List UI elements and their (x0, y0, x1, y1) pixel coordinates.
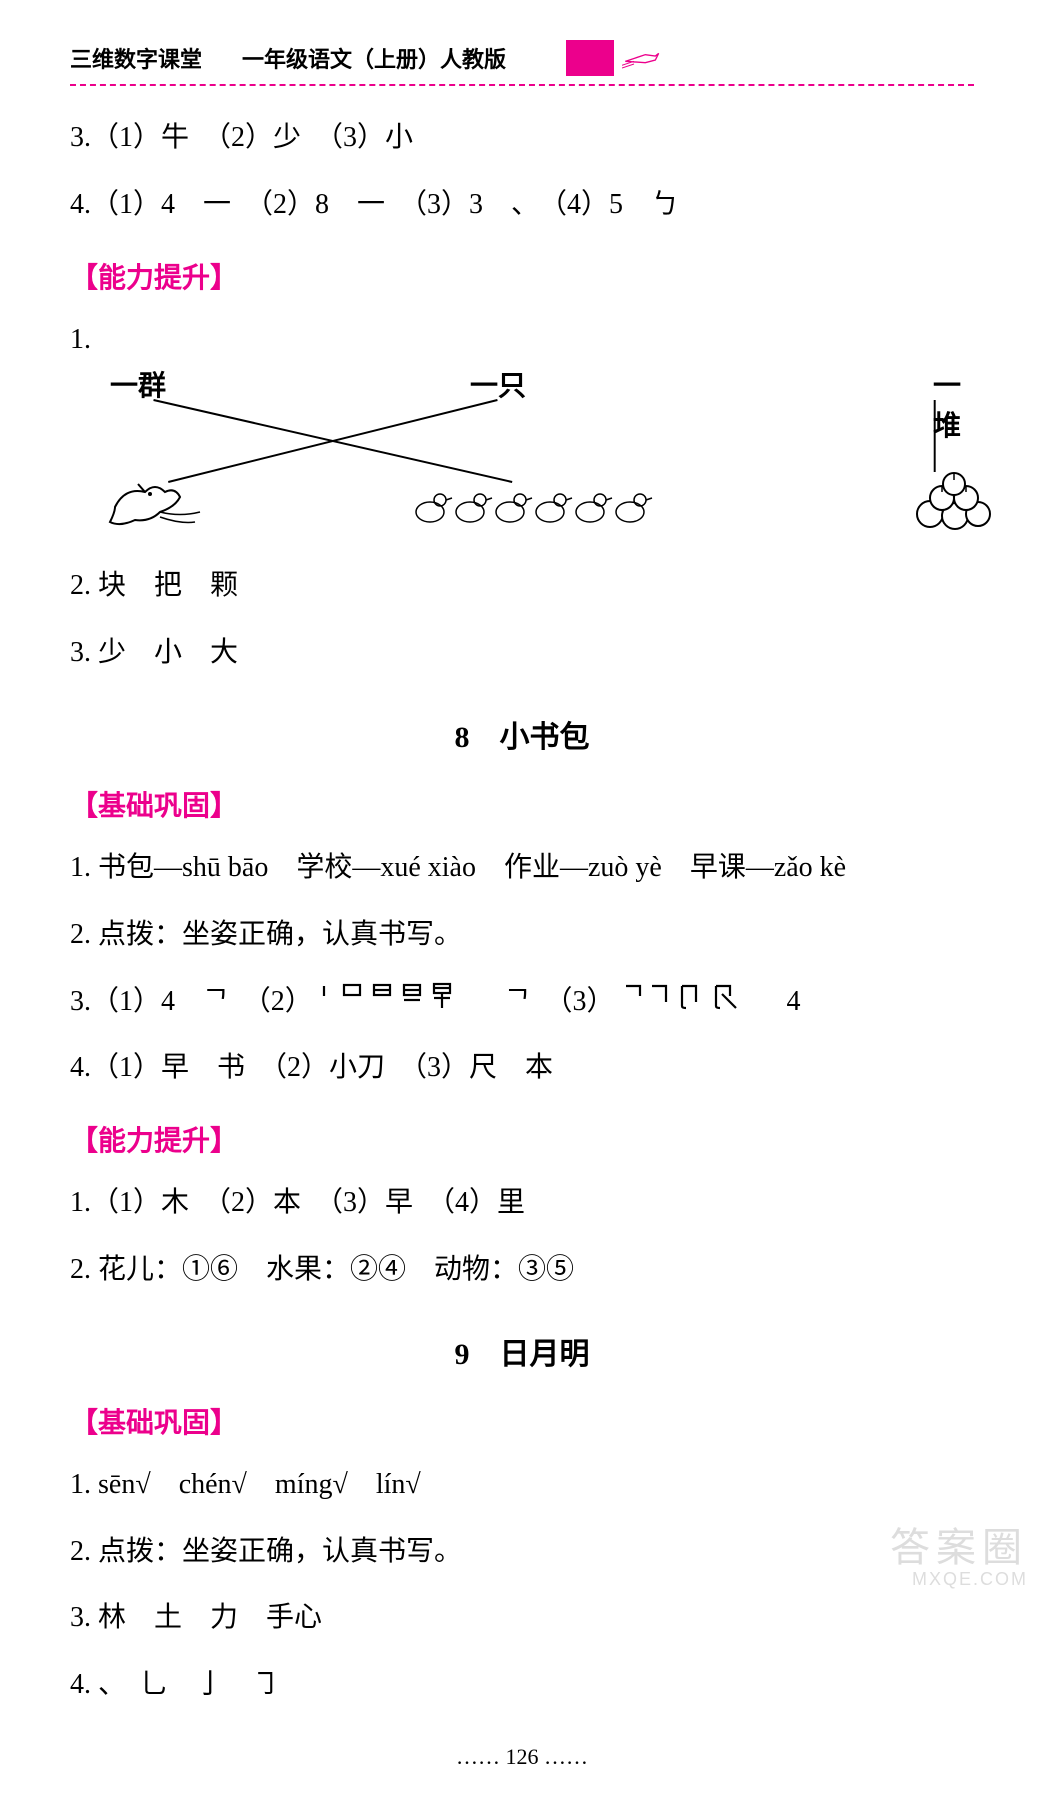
top-q4: 4.（1）4 一 （2）8 一 （3）3 、 （4）5 ㄅ (70, 183, 974, 228)
lesson9-basic-heading: 【基础巩固】 (70, 1401, 974, 1441)
lesson9-q4: 4. 、 乚 亅 ㇆ (70, 1663, 974, 1708)
top-q3: 3.（1）牛 （2）少 （3）小 (70, 116, 974, 161)
ability-heading-1: 【能力提升】 (70, 256, 974, 296)
ability1-q2: 2. 块 把 颗 (70, 564, 974, 609)
header-series: 三维数字课堂 (70, 42, 202, 74)
label-pile: 一堆 (920, 364, 974, 444)
lesson9-q3: 3. 林 土 力 手心 (70, 1596, 974, 1641)
ability1-q3: 3. 少 小 大 (70, 631, 974, 676)
ducklings-icon (410, 482, 670, 532)
lesson8-q3c: 4 (759, 986, 801, 1017)
header-divider (70, 84, 974, 86)
lesson8-q4: 4.（1）早 书 （2）小刀 （3）尺 本 (70, 1046, 974, 1091)
badge-square-icon (566, 40, 614, 76)
lesson8-ability-heading: 【能力提升】 (70, 1119, 974, 1159)
lesson8-aq2: 2. 花儿：①⑥ 水果：②④ 动物：③⑤ (70, 1248, 974, 1293)
pile-icon (900, 472, 1000, 532)
lesson8-aq1: 1.（1）木 （2）本 （3）早 （4）里 (70, 1181, 974, 1226)
lesson8-basic-heading: 【基础巩固】 (70, 784, 974, 824)
label-one: 一只 (470, 364, 526, 404)
ability1-q1-prefix: 1. (70, 318, 974, 363)
page-number: …… 126 …… (70, 1744, 974, 1770)
stroke-sequence-chi-icon (622, 982, 752, 1012)
matching-diagram: 一群 一只 一堆 (70, 372, 974, 542)
lesson8-q3a: 3.（1）4 ᄀ （2） (70, 986, 313, 1017)
lesson8-q2: 2. 点拨：坐姿正确，认真书写。 (70, 913, 974, 958)
page: 三维数字课堂 一年级语文（上册）人教版 3.（1）牛 （2）少 （3）小 4.（… (0, 0, 1044, 1800)
page-header: 三维数字课堂 一年级语文（上册）人教版 (70, 40, 974, 76)
watermark-cn: 答案圈 (890, 1526, 1028, 1570)
lesson9-title: 9 日月明 (70, 1329, 974, 1373)
lesson9-q2: 2. 点拨：坐姿正确，认真书写。 (70, 1530, 974, 1575)
watermark: 答案圈 MXQE.COM (890, 1526, 1028, 1590)
bird-icon (100, 472, 210, 542)
rocket-icon (622, 46, 662, 70)
lesson8-q3: 3.（1）4 ᄀ （2） ᄀ （3） 4 (70, 980, 974, 1025)
lesson8-title: 8 小书包 (70, 712, 974, 756)
lesson8-q1: 1. 书包—shū bāo 学校—xué xiào 作业—zuò yè 早课—z… (70, 846, 974, 891)
watermark-en: MXQE.COM (890, 1570, 1028, 1590)
header-badge (566, 40, 662, 76)
header-book: 一年级语文（上册）人教版 (242, 42, 506, 74)
stroke-sequence-zao-icon (320, 982, 470, 1012)
label-group: 一群 (110, 364, 166, 404)
lesson9-q1: 1. sēn√ chén√ míng√ lín√ (70, 1463, 974, 1508)
lesson8-q3b: ᄀ （3） (477, 986, 615, 1017)
